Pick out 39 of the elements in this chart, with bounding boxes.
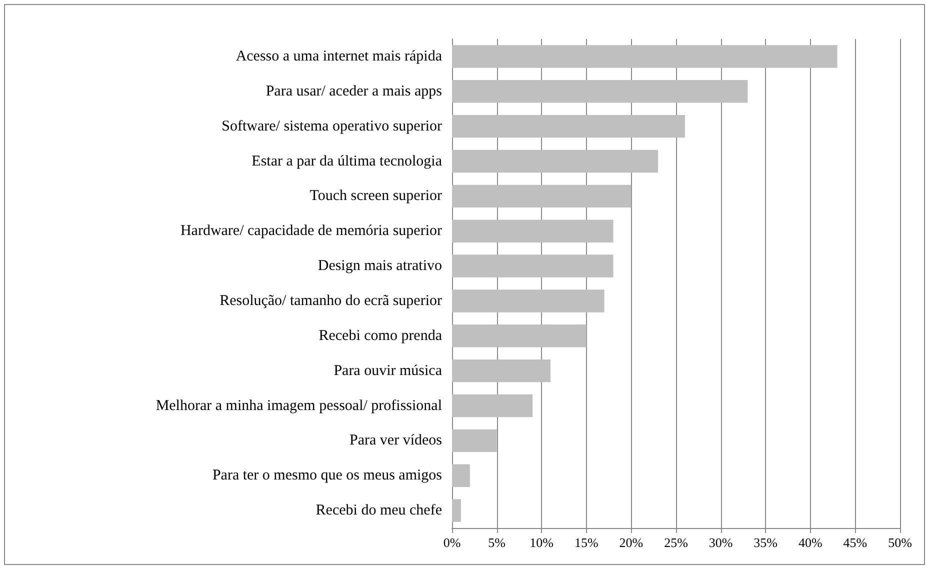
x-tick-label: 30% — [708, 535, 733, 550]
bar — [452, 45, 838, 68]
bar — [452, 324, 586, 348]
x-tick-label: 50% — [888, 535, 912, 550]
x-tick-label: 0% — [443, 535, 461, 550]
y-tick-label: Para ver vídeos — [350, 432, 442, 449]
y-tick-label: Estar a par da última tecnologia — [252, 153, 442, 170]
y-tick-label: Para usar/ aceder a mais apps — [266, 83, 442, 100]
bar — [452, 150, 658, 173]
bar — [452, 359, 551, 382]
y-tick-label: Acesso a uma internet mais rápida — [236, 48, 442, 64]
bar — [452, 220, 614, 242]
y-tick-label: Hardware/ capacidade de memória superior — [180, 223, 442, 240]
bar — [452, 80, 748, 103]
x-tick-label: 5% — [488, 535, 506, 550]
y-tick-label: Recebi como prenda — [318, 328, 442, 344]
x-tick-label: 45% — [843, 535, 868, 550]
y-tick-label: Recebi do meu chefe — [316, 502, 442, 519]
bar — [452, 394, 533, 418]
x-tick-label: 20% — [619, 535, 644, 550]
bar — [452, 290, 604, 312]
y-tick-label: Touch screen superior — [310, 188, 442, 204]
x-tick-label: 40% — [798, 535, 822, 550]
bar — [452, 184, 632, 208]
x-tick-label: 25% — [664, 535, 688, 550]
x-tick-label: 15% — [574, 535, 598, 550]
bar — [452, 429, 497, 452]
y-tick-label: Para ouvir música — [334, 362, 442, 379]
bar — [452, 499, 461, 522]
bar — [452, 464, 470, 487]
y-tick-label: Melhorar a minha imagem pessoal/ profissional — [156, 398, 442, 414]
x-tick-label: 35% — [754, 535, 778, 550]
x-tick-label: 10% — [530, 535, 554, 550]
y-tick-label: Resolução/ tamanho do ecrã superior — [220, 292, 442, 309]
bar — [452, 114, 685, 138]
y-tick-label: Design mais atrativo — [318, 258, 442, 274]
bar — [452, 254, 614, 278]
y-tick-label: Software/ sistema operativo superior — [222, 118, 442, 134]
y-tick-label: Para ter o mesmo que os meus amigos — [212, 468, 442, 484]
